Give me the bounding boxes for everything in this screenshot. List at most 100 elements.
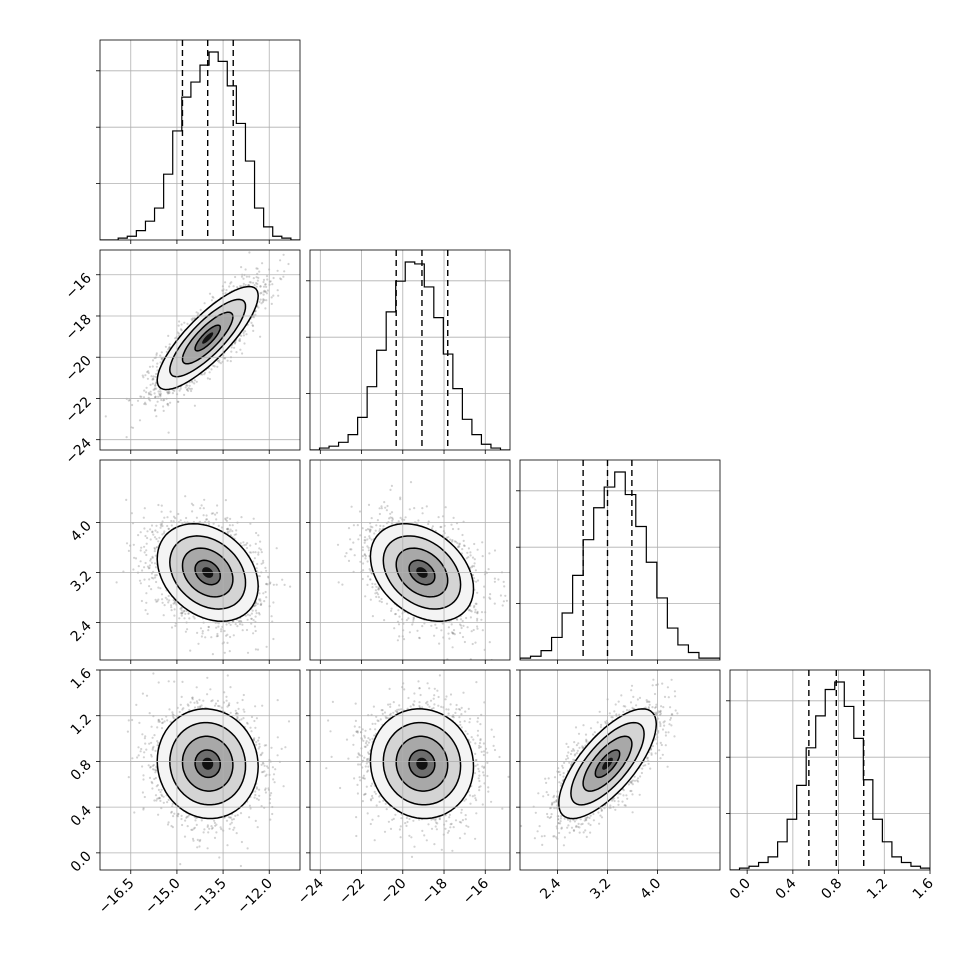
scatter-point bbox=[469, 616, 472, 619]
scatter-point bbox=[144, 374, 147, 377]
scatter-point bbox=[266, 278, 269, 281]
scatter-point bbox=[347, 527, 351, 530]
scatter-point bbox=[248, 816, 251, 819]
scatter-point bbox=[180, 329, 183, 332]
scatter-point bbox=[366, 545, 369, 548]
scatter-point bbox=[210, 368, 213, 371]
scatter-point bbox=[447, 536, 450, 539]
scatter-point bbox=[255, 282, 258, 285]
scatter-point bbox=[153, 562, 157, 565]
scatter-point bbox=[115, 581, 118, 584]
scatter-point bbox=[382, 525, 385, 528]
scatter-point bbox=[254, 542, 257, 546]
scatter-point bbox=[147, 391, 150, 395]
scatter-point bbox=[259, 599, 262, 602]
scatter-point bbox=[146, 565, 150, 568]
scatter-point bbox=[153, 409, 157, 412]
scatter-point bbox=[127, 776, 130, 779]
scatter-point bbox=[421, 625, 424, 628]
scatter-point bbox=[256, 602, 259, 606]
scatter-point bbox=[282, 253, 285, 256]
contour-line bbox=[382, 535, 462, 610]
scatter-point bbox=[265, 583, 268, 586]
scatter-point bbox=[231, 620, 234, 623]
scatter-point bbox=[270, 296, 273, 299]
scatter-point bbox=[190, 387, 193, 390]
scatter-point bbox=[179, 607, 182, 610]
scatter-point bbox=[160, 510, 163, 513]
scatter-point bbox=[451, 632, 454, 635]
scatter-point bbox=[235, 711, 238, 715]
scatter-point bbox=[480, 611, 484, 614]
scatter-point bbox=[139, 395, 142, 398]
scatter-point bbox=[472, 577, 476, 580]
scatter-point bbox=[256, 562, 259, 566]
scatter-point bbox=[150, 375, 153, 378]
scatter-point bbox=[236, 701, 239, 704]
scatter-point bbox=[157, 788, 160, 792]
scatter-point bbox=[162, 532, 166, 535]
scatter-point bbox=[264, 283, 267, 286]
scatter-point bbox=[247, 283, 250, 287]
scatter-point bbox=[255, 612, 258, 615]
scatter-point bbox=[179, 328, 183, 331]
scatter-point bbox=[463, 640, 466, 644]
scatter-point bbox=[230, 350, 233, 353]
scatter-point bbox=[377, 586, 380, 589]
scatter-point bbox=[153, 777, 156, 781]
scatter-point bbox=[262, 561, 265, 564]
scatter-point bbox=[186, 384, 189, 387]
scatter-point bbox=[476, 625, 479, 628]
scatter-point bbox=[253, 604, 256, 608]
scatter-point bbox=[505, 599, 508, 602]
scatter-point bbox=[364, 765, 367, 768]
scatter-point bbox=[239, 864, 242, 868]
scatter-point bbox=[259, 285, 262, 288]
scatter-point bbox=[251, 324, 254, 327]
scatter-point bbox=[374, 589, 377, 592]
scatter-point bbox=[262, 293, 265, 296]
scatter-point bbox=[378, 530, 381, 533]
scatter-point bbox=[440, 525, 443, 529]
scatter-point bbox=[154, 749, 157, 753]
scatter-point bbox=[210, 700, 213, 703]
density-panel-frame-3-0 bbox=[96, 669, 301, 874]
scatter-point bbox=[261, 751, 264, 755]
contour-line bbox=[169, 298, 247, 378]
scatter-point bbox=[371, 615, 374, 618]
scatter-point bbox=[183, 610, 186, 613]
scatter-point bbox=[208, 377, 211, 381]
scatter-point bbox=[265, 569, 268, 572]
scatter-point bbox=[370, 538, 373, 541]
scatter-point bbox=[452, 516, 455, 520]
scatter-point bbox=[264, 787, 267, 790]
scatter-point bbox=[262, 285, 266, 288]
scatter-point bbox=[459, 631, 462, 635]
scatter-point bbox=[371, 526, 374, 529]
scatter-point bbox=[393, 627, 396, 630]
scatter-point bbox=[426, 703, 429, 706]
scatter-point bbox=[208, 292, 212, 295]
scatter-point bbox=[152, 745, 155, 748]
scatter-point bbox=[258, 270, 261, 273]
scatter-point bbox=[377, 588, 380, 591]
scatter-point bbox=[259, 335, 262, 338]
scatter-point bbox=[148, 585, 151, 588]
scatter-point bbox=[240, 266, 243, 269]
scatter-point bbox=[184, 630, 187, 633]
scatter-point bbox=[237, 707, 240, 711]
scatter-point bbox=[141, 765, 144, 768]
scatter-point bbox=[161, 520, 164, 523]
scatter-point bbox=[391, 519, 394, 522]
scatter-point bbox=[151, 555, 154, 559]
scatter-point bbox=[152, 388, 155, 391]
scatter-point bbox=[236, 814, 239, 817]
scatter-point bbox=[374, 529, 377, 532]
scatter-point bbox=[359, 534, 362, 537]
contour-line bbox=[156, 285, 259, 391]
scatter-point bbox=[240, 334, 243, 337]
scatter-point bbox=[238, 719, 241, 722]
scatter-point bbox=[239, 542, 242, 545]
scatter-point bbox=[184, 819, 187, 822]
panel-frame bbox=[99, 459, 301, 661]
